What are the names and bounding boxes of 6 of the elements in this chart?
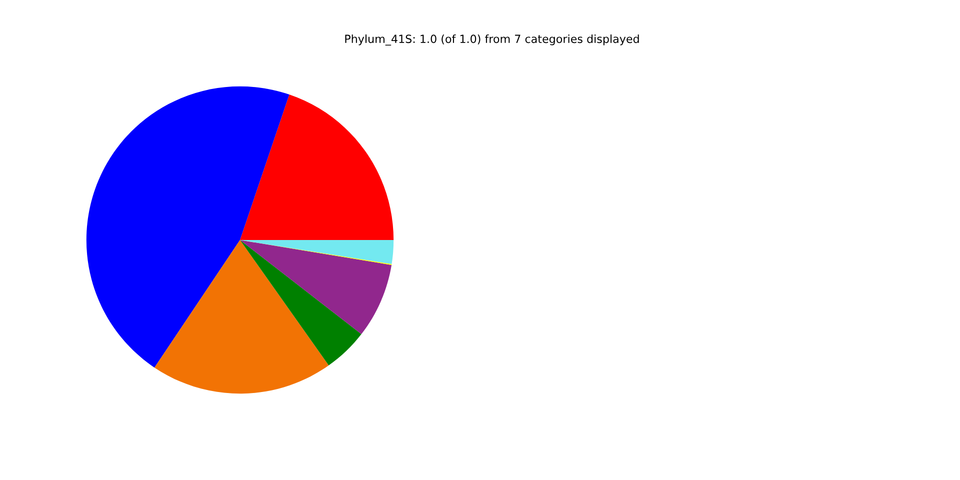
pie-slice (154, 240, 329, 394)
pie-slice (240, 94, 394, 240)
pie-slice (240, 240, 392, 334)
pie-slice (240, 240, 362, 366)
text: Phylum_41S: 1.0 (of 1.0) from 7 categories displayed (345, 34, 639, 46)
pie-slice (86, 86, 290, 368)
